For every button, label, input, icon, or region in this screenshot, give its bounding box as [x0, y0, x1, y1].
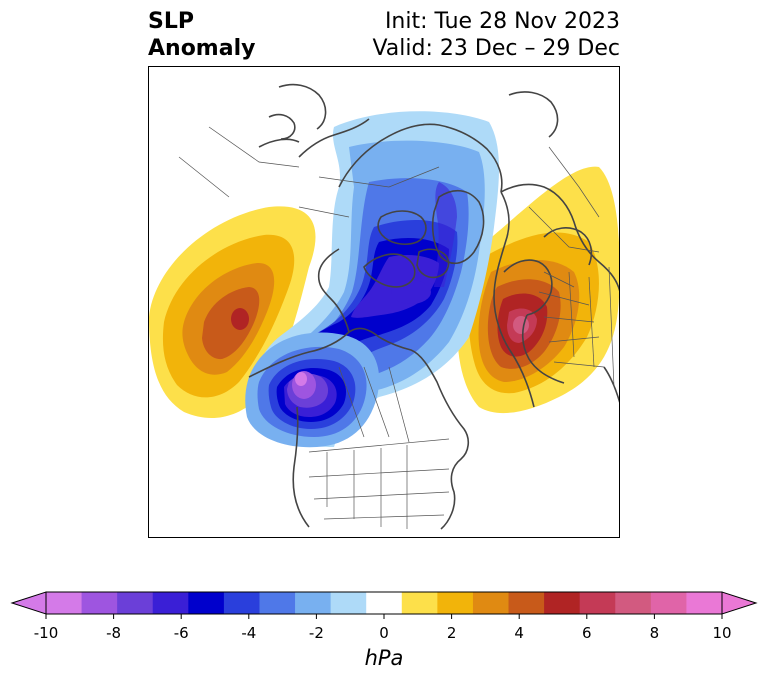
colorbar-cell: [81, 592, 118, 614]
colorbar-cell: [508, 592, 545, 614]
map-panel: [148, 66, 620, 538]
colorbar-tick-label: 6: [582, 624, 592, 642]
colorbar-tick-label: 0: [379, 624, 389, 642]
title-variable-type: Anomaly: [148, 36, 256, 61]
colorbar-cell: [615, 592, 652, 614]
colorbar-tick-label: 10: [712, 624, 732, 642]
colorbar-cell: [152, 592, 189, 614]
title-variable: SLP: [148, 9, 194, 34]
colorbar-min-extension: [10, 591, 47, 615]
colorbar-cell: [330, 592, 367, 614]
colorbar-max-extension: [721, 591, 758, 615]
colorbar-tick-label: 4: [514, 624, 524, 642]
colorbar-tick-label: -4: [241, 624, 257, 642]
political-borders: [178, 126, 615, 529]
colorbar-tick-label: -10: [33, 624, 59, 642]
init-date: Init: Tue 28 Nov 2023: [384, 9, 620, 34]
colorbar-cell: [223, 592, 260, 614]
colorbar-unit: hPa: [364, 646, 404, 670]
colorbar-cell: [188, 592, 225, 614]
colorbar-cell: [259, 592, 296, 614]
colorbar-cell: [650, 592, 687, 614]
slp-anomaly-map: [149, 83, 619, 530]
map-subtitle: Init: Tue 28 Nov 2023 Valid: 23 Dec – 29…: [372, 8, 620, 62]
colorbar-cell: [472, 592, 510, 614]
pacific-high-anomaly: [149, 206, 316, 419]
colorbar-ticks: [45, 614, 723, 619]
colorbar-tick-label: 2: [446, 624, 457, 642]
colorbar-tick-label: 8: [649, 624, 660, 642]
gulf-of-alaska-low-anomaly: [245, 332, 380, 448]
coastlines: [248, 83, 619, 530]
colorbar-cell: [544, 592, 581, 614]
colorbar-cell: [117, 592, 154, 614]
colorbar-cell: [579, 592, 616, 614]
colorbar: [10, 591, 758, 619]
colorbar-cell: [366, 592, 403, 614]
colorbar-cell: [437, 592, 474, 614]
valid-range: Valid: 23 Dec – 29 Dec: [372, 36, 620, 61]
colorbar-cell: [295, 592, 332, 614]
colorbar-tick-label: -6: [173, 624, 189, 642]
colorbar-cells: [46, 592, 723, 614]
colorbar-tick-label: -8: [106, 624, 122, 642]
colorbar-tick-label: -2: [308, 624, 324, 642]
colorbar-cell: [401, 592, 438, 614]
colorbar-cell: [686, 592, 723, 614]
map-title: SLP Anomaly: [148, 8, 255, 62]
colorbar-cell: [46, 592, 83, 614]
